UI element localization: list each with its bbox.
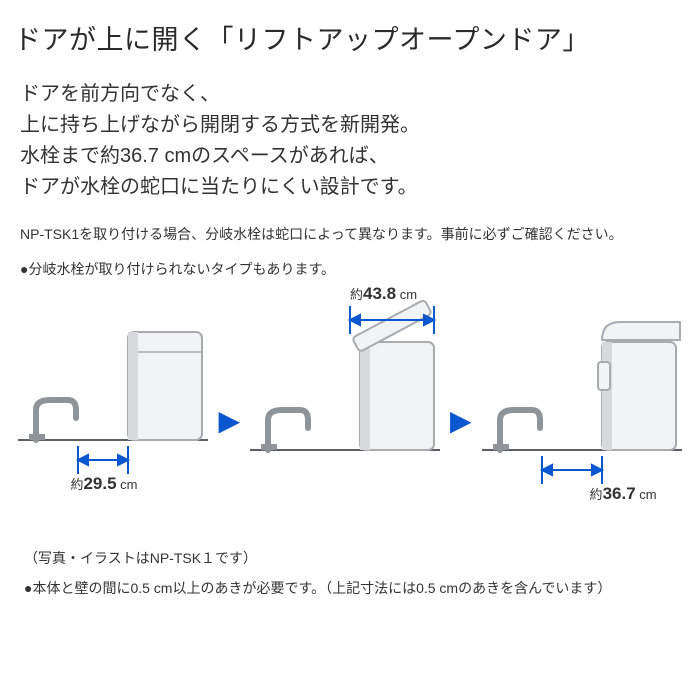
dimension-label-1: 約29.5 cm — [70, 474, 137, 494]
diagram-row: 約29.5 cm ▶ — [14, 290, 686, 544]
diagram-panel-open: 約36.7 cm — [482, 300, 682, 500]
footnote-1: （写真・イラストはNP-TSK１です） — [14, 544, 686, 573]
dimension-label-3: 約36.7 cm — [590, 484, 657, 504]
step-arrow-2: ▶ — [448, 404, 474, 437]
diagram-panel-closed: 約29.5 cm — [18, 310, 208, 490]
dimension-label-2: 約43.8 cm — [350, 284, 417, 304]
diagram-panel-opening: 約43.8 cm — [250, 300, 440, 500]
note-line-1: NP-TSK1を取り付ける場合、分岐水栓は蛇口によって異なります。事前に必ずご確… — [14, 221, 686, 248]
note-line-2: ●分岐水栓が取り付けられないタイプもあります。 — [14, 256, 686, 283]
description: ドアを前方向でなく、上に持ち上げながら開閉する方式を新開発。水栓まで約36.7 … — [14, 79, 686, 203]
page-title: ドアが上に開く「リフトアップオープンドア」 — [14, 18, 686, 57]
footnote-2: ●本体と壁の間に0.5 cm以上のあきが必要です。（上記寸法には0.5 cmのあ… — [14, 574, 686, 603]
step-arrow-1: ▶ — [216, 404, 242, 437]
